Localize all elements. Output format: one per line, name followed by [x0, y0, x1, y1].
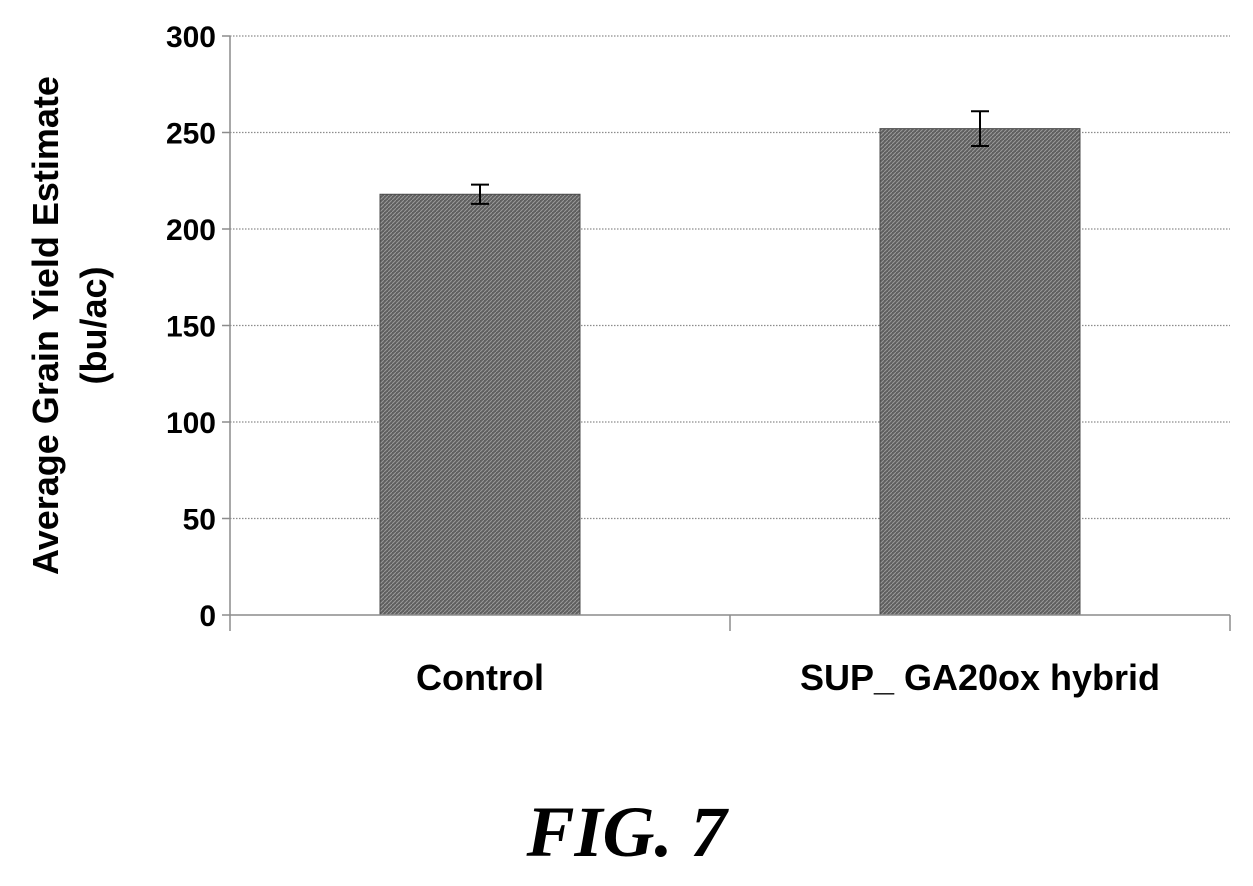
y-tick-label: 200	[166, 214, 216, 247]
bar-0	[379, 193, 581, 616]
x-category-label: Control	[416, 657, 544, 698]
bars	[379, 110, 1081, 616]
x-category-label: SUP_ GA20ox hybrid	[800, 657, 1160, 698]
y-tick-label: 50	[183, 504, 216, 537]
labels: 0 50 100 150 200 250 300 Control SUP_ GA20ox hyb…	[25, 21, 1160, 698]
bar-1	[879, 128, 1081, 616]
y-axis-label-line-2: (bu/ac)	[73, 266, 114, 384]
y-tick-label: 300	[166, 21, 216, 54]
y-axis-label-line-1: Average Grain Yield Estimate	[25, 76, 66, 575]
axes	[222, 35, 1231, 631]
y-tick-label: 150	[166, 311, 216, 344]
y-tick-label: 250	[166, 118, 216, 151]
bar-chart: 0 50 100 150 200 250 300 Control SUP_ GA20ox hyb…	[25, 21, 1231, 698]
y-tick-label: 0	[199, 600, 216, 633]
y-tick-label: 100	[166, 407, 216, 440]
figure-label: FIG. 7	[526, 792, 727, 872]
